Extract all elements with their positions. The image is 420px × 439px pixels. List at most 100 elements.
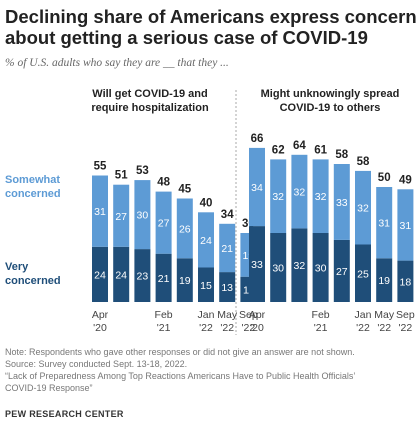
- bar-very-concerned: [355, 244, 371, 302]
- data-label-very: 18: [400, 276, 412, 288]
- x-tick-label: Jan: [198, 309, 215, 321]
- bar-somewhat-concerned: [397, 189, 414, 261]
- bar-very-concerned: [113, 246, 130, 302]
- x-tick-label: Sep: [396, 309, 415, 321]
- x-tick-label: '21: [314, 322, 328, 334]
- data-label-somewhat: 32: [272, 191, 284, 203]
- legend-very-line1: Very: [5, 261, 29, 273]
- data-label-very: 32: [294, 260, 306, 272]
- data-label-somewhat: 32: [294, 187, 306, 199]
- data-label-very: 30: [272, 263, 284, 275]
- data-label-very: 19: [378, 275, 390, 287]
- data-label-total: 55: [94, 161, 107, 173]
- bar-somewhat-concerned: [134, 180, 151, 250]
- data-label-total: 53: [136, 165, 149, 177]
- bar-very-concerned: [270, 233, 287, 302]
- x-tick-label: '21: [157, 322, 171, 334]
- bar-very-concerned: [92, 246, 108, 302]
- data-label-total: 62: [272, 144, 285, 156]
- data-label-total: 45: [178, 184, 191, 196]
- data-label-very: 15: [200, 280, 212, 292]
- data-label-total: 50: [378, 172, 391, 184]
- data-label-total: 48: [157, 177, 170, 189]
- report-title-line2: COVID-19 Response”: [5, 383, 93, 393]
- bar-somewhat-concerned: [219, 223, 236, 273]
- bar-somewhat-concerned: [176, 198, 193, 259]
- x-tick-label: Feb: [155, 309, 173, 321]
- bar-somewhat-concerned: [355, 170, 371, 245]
- x-tick-label: '20: [250, 322, 264, 334]
- bar-somewhat-concerned: [198, 212, 214, 268]
- bar-very-concerned: [198, 267, 214, 302]
- x-tick-label: '22: [199, 322, 213, 334]
- x-tick-label: May: [374, 309, 395, 321]
- x-tick-label: '22: [377, 322, 391, 334]
- report-title-line1: “Lack of Preparedness Among Top Reaction…: [5, 371, 356, 381]
- data-label-very: 27: [336, 266, 348, 278]
- data-label-total: 61: [314, 144, 327, 156]
- data-label-somewhat: 31: [94, 206, 106, 218]
- legend-somewhat-line1: Somewhat: [5, 174, 60, 186]
- bar-very-concerned: [312, 233, 329, 302]
- x-tick-label: Apr: [249, 309, 266, 321]
- data-label-very: 19: [179, 275, 191, 287]
- data-label-somewhat: 30: [137, 210, 149, 222]
- bar-very-concerned: [397, 260, 414, 302]
- page-title: Declining share of Americans express con…: [5, 6, 417, 48]
- data-label-somewhat: 31: [400, 220, 412, 232]
- bar-somewhat-concerned: [333, 164, 350, 240]
- bar-somewhat-concerned: [92, 175, 108, 247]
- bar-very-concerned: [333, 239, 350, 302]
- x-tick-label: '20: [93, 322, 107, 334]
- data-label-very: 24: [115, 269, 127, 281]
- bar-somewhat-concerned: [155, 191, 172, 254]
- data-label-very: 30: [315, 263, 327, 275]
- x-tick-label: Jan: [355, 309, 372, 321]
- data-label-somewhat: 33: [336, 197, 348, 209]
- data-label-total: 58: [357, 156, 370, 168]
- x-tick-label: Sep: [239, 309, 258, 321]
- bar-somewhat-concerned: [113, 184, 130, 247]
- bar-very-concerned: [134, 249, 151, 302]
- data-label-somewhat: 26: [179, 223, 191, 235]
- chart-subtitle: % of U.S. adults who say they are __ tha…: [5, 57, 229, 69]
- data-label-somewhat: 27: [158, 218, 170, 230]
- data-label-total: 64: [293, 140, 306, 152]
- x-tick-label: Apr: [92, 309, 109, 321]
- data-label-somewhat: 21: [221, 243, 233, 255]
- data-label-somewhat: 24: [200, 235, 212, 247]
- source-line: Source: Survey conducted Sept. 13-18, 20…: [5, 359, 188, 369]
- data-label-total: 49: [399, 174, 412, 186]
- data-label-total: 40: [200, 197, 213, 209]
- data-label-somewhat: 34: [251, 182, 263, 194]
- legend-very-line2: concerned: [5, 275, 61, 287]
- data-label-somewhat: 32: [315, 191, 327, 203]
- panel-title-right-line1: Might unknowingly spread: [261, 88, 400, 100]
- data-label-somewhat: 19: [243, 250, 255, 262]
- data-label-very: 25: [357, 268, 369, 280]
- legend-somewhat-line2: concerned: [5, 188, 61, 200]
- note-line: Note: Respondents who gave other respons…: [5, 347, 355, 357]
- x-tick-label: May: [217, 309, 238, 321]
- panel-title-left-line1: Will get COVID-19 and: [92, 88, 207, 100]
- x-tick-label: '22: [356, 322, 370, 334]
- data-label-very: 13: [221, 282, 233, 294]
- x-tick-label: Feb: [312, 309, 330, 321]
- bar-somewhat-concerned: [249, 147, 265, 227]
- data-label-total: 58: [335, 149, 348, 161]
- data-label-total: 51: [115, 170, 128, 182]
- data-label-somewhat: 27: [115, 211, 127, 223]
- data-label-very: 33: [251, 259, 263, 271]
- data-label-somewhat: 31: [378, 218, 390, 230]
- bar-very-concerned: [291, 228, 308, 302]
- data-label-very: 11: [243, 284, 254, 296]
- x-tick-label: '22: [399, 322, 413, 334]
- bar-very-concerned: [219, 272, 236, 302]
- x-tick-label: '22: [242, 322, 256, 334]
- bar-somewhat-concerned: [270, 159, 287, 233]
- bar-somewhat-concerned: [291, 154, 308, 229]
- data-label-very: 24: [94, 269, 106, 281]
- panel-title-left-line2: require hospitalization: [91, 102, 209, 114]
- panel-title-right-line2: COVID-19 to others: [280, 102, 381, 114]
